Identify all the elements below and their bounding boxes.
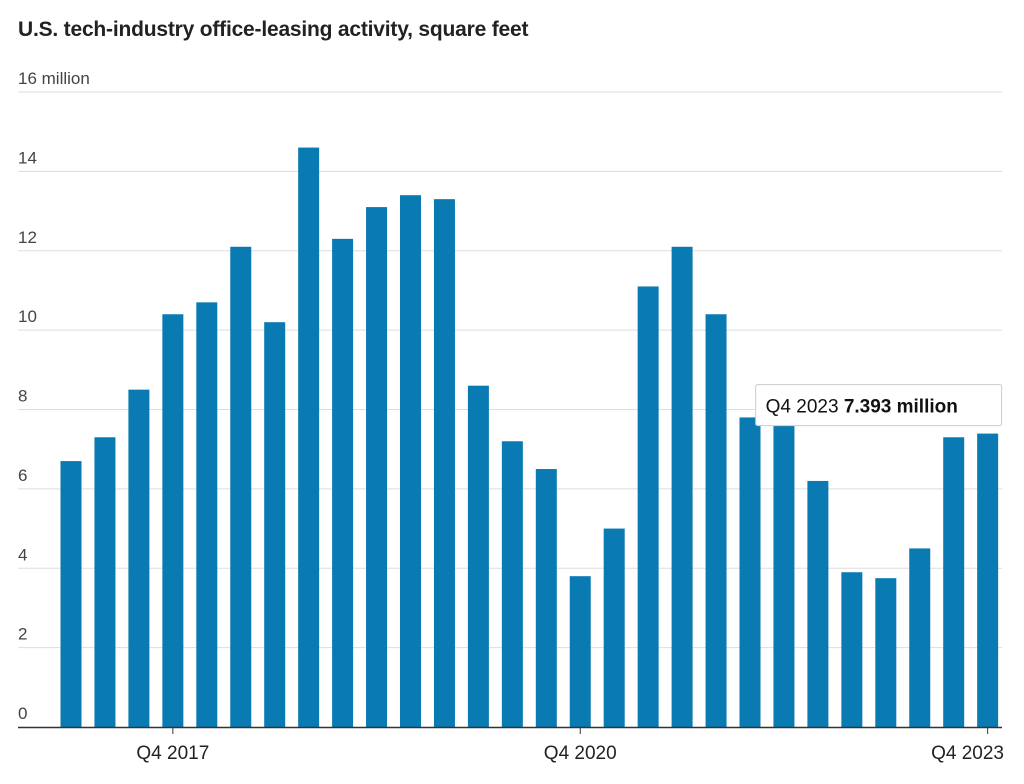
bar [264, 322, 286, 727]
x-tick-label: Q4 2017 [136, 743, 209, 764]
y-tick-label: 14 [18, 148, 37, 167]
bar [162, 314, 184, 727]
bar [569, 576, 591, 727]
tooltip-text: Q4 2023 7.393 million [766, 397, 958, 418]
y-tick-label: 0 [18, 704, 27, 723]
y-tick-label: 2 [18, 625, 27, 644]
bar [298, 147, 320, 727]
bar [94, 437, 116, 727]
bar [739, 417, 761, 727]
bar [909, 548, 931, 727]
bar [603, 528, 625, 727]
x-axis-tick-labels: Q4 2017 Q4 2020 Q4 2023 [136, 727, 1004, 764]
bar [501, 441, 523, 727]
y-tick-label: 6 [18, 466, 27, 485]
x-tick-label: Q4 2020 [544, 743, 617, 764]
bar [773, 417, 795, 727]
bar [366, 207, 388, 727]
y-tick-label: 12 [18, 228, 37, 247]
bar [977, 433, 999, 727]
bar [400, 195, 421, 727]
y-tick-label: 16 million [18, 69, 90, 88]
y-axis-tick-labels: 0 2 4 6 8 10 12 14 16 million [18, 69, 90, 723]
x-tick-label: Q4 2023 [931, 743, 1004, 764]
chart-title: U.S. tech-industry office-leasing activi… [18, 18, 529, 41]
bar [128, 389, 150, 727]
tooltip-value: 7.393 million [844, 397, 958, 418]
bar [196, 302, 218, 727]
bar [637, 286, 659, 727]
bar [841, 572, 863, 727]
bar [705, 314, 727, 727]
y-tick-label: 10 [18, 307, 37, 326]
bar [671, 246, 693, 727]
y-tick-label: 4 [18, 545, 27, 564]
bar [433, 199, 455, 727]
bar [807, 480, 829, 727]
bar [467, 385, 489, 727]
bar [535, 469, 557, 727]
tooltip-box [755, 384, 1003, 427]
bar [60, 461, 82, 727]
bar [875, 578, 897, 727]
bar [230, 246, 252, 727]
y-tick-label: 8 [18, 387, 27, 406]
bar [943, 437, 965, 727]
bars [60, 147, 999, 727]
tooltip-category: Q4 2023 [766, 397, 844, 418]
tooltip: Q4 2023 7.393 million [755, 384, 1003, 427]
bar [332, 238, 354, 727]
